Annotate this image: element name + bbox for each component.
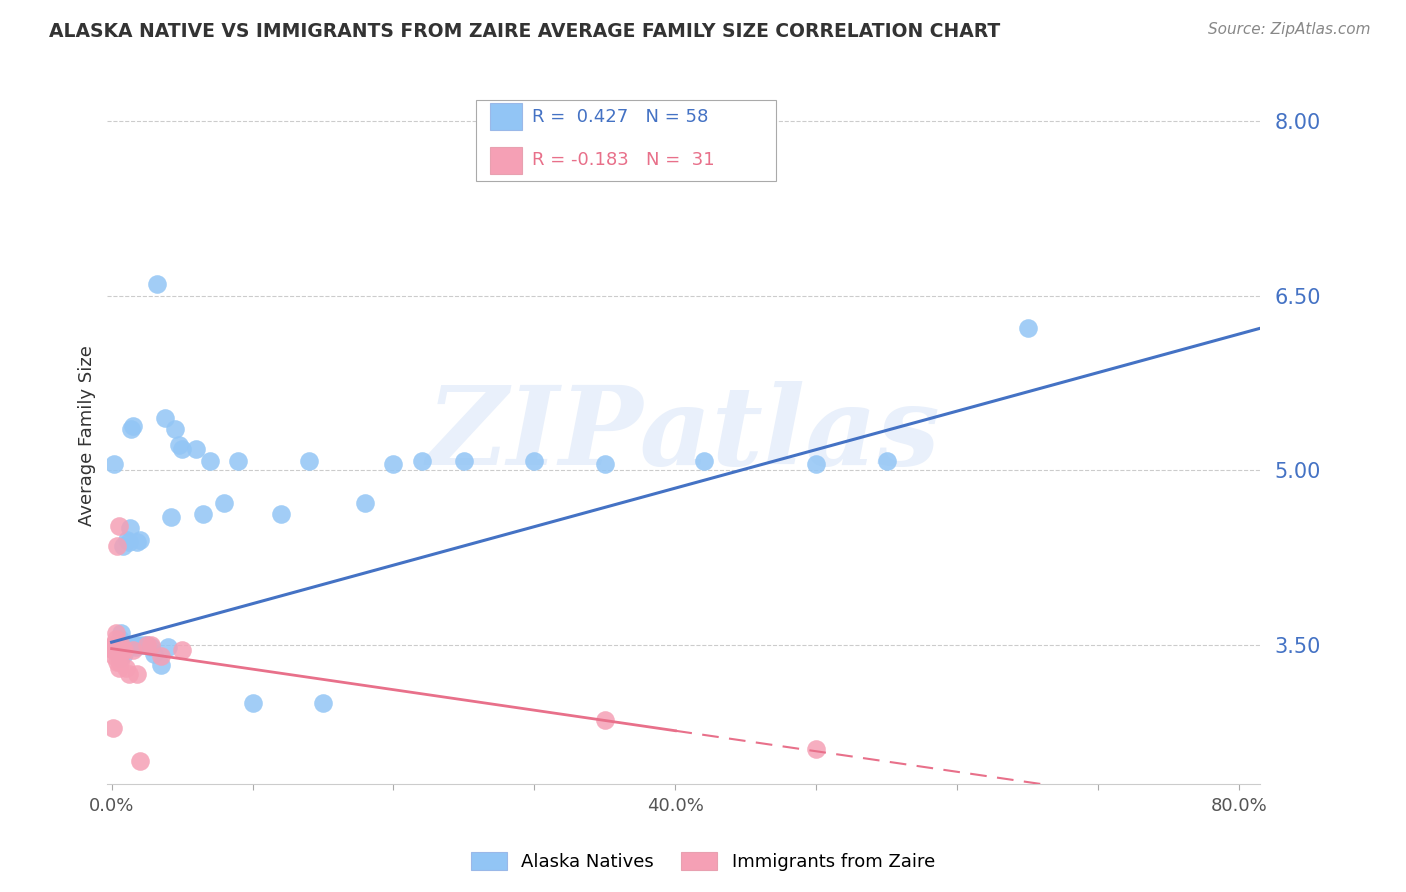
Point [523, 454, 546, 468]
Point [110, 626, 132, 640]
Point [108, 651, 131, 665]
Point [806, 457, 828, 471]
Point [242, 696, 264, 710]
Point [107, 661, 129, 675]
Point [806, 742, 828, 756]
Text: ZIPatlas: ZIPatlas [427, 382, 941, 489]
Point [114, 661, 136, 675]
Legend: Alaska Natives, Immigrants from Zaire: Alaska Natives, Immigrants from Zaire [464, 845, 942, 879]
Point [114, 638, 136, 652]
Point [128, 754, 150, 768]
Point [270, 508, 292, 522]
Point [104, 638, 127, 652]
Point [121, 643, 143, 657]
Point [142, 647, 165, 661]
Point [354, 496, 377, 510]
Point [411, 454, 433, 468]
Text: ALASKA NATIVE VS IMMIGRANTS FROM ZAIRE AVERAGE FAMILY SIZE CORRELATION CHART: ALASKA NATIVE VS IMMIGRANTS FROM ZAIRE A… [49, 22, 1001, 41]
Point [101, 638, 124, 652]
Point [107, 519, 129, 533]
Point [101, 721, 124, 735]
Point [139, 640, 162, 654]
Point [127, 638, 149, 652]
Point [103, 457, 125, 471]
Point [104, 643, 127, 657]
Point [105, 655, 128, 669]
Point [121, 418, 143, 433]
Point [167, 437, 190, 451]
Point [117, 666, 139, 681]
Point [107, 638, 129, 652]
Point [104, 626, 127, 640]
Point [214, 496, 236, 510]
Point [101, 643, 124, 657]
Point [156, 640, 179, 654]
Point [193, 508, 215, 522]
Text: Source: ZipAtlas.com: Source: ZipAtlas.com [1208, 22, 1371, 37]
Point [110, 643, 132, 657]
Point [104, 638, 127, 652]
Point [104, 632, 127, 646]
FancyBboxPatch shape [477, 100, 776, 180]
Point [153, 410, 176, 425]
Point [200, 454, 222, 468]
Point [876, 454, 898, 468]
Text: R =  0.427   N = 58: R = 0.427 N = 58 [531, 108, 709, 126]
Point [110, 638, 132, 652]
Point [149, 658, 172, 673]
Point [122, 638, 145, 652]
Y-axis label: Average Family Size: Average Family Size [79, 345, 96, 525]
Point [117, 535, 139, 549]
Point [312, 696, 335, 710]
Point [135, 638, 157, 652]
Point [593, 713, 616, 727]
Point [1017, 321, 1039, 335]
Point [105, 539, 128, 553]
Point [139, 638, 162, 652]
Point [125, 666, 148, 681]
Point [103, 643, 125, 657]
Point [112, 643, 135, 657]
Point [159, 509, 181, 524]
Point [107, 647, 129, 661]
Point [110, 638, 132, 652]
Point [135, 638, 157, 652]
FancyBboxPatch shape [491, 147, 523, 174]
Point [125, 535, 148, 549]
Point [111, 643, 134, 657]
Text: R = -0.183   N =  31: R = -0.183 N = 31 [531, 152, 714, 169]
Point [103, 649, 125, 664]
Point [114, 640, 136, 654]
Point [105, 643, 128, 657]
Point [115, 533, 138, 547]
Point [112, 647, 135, 661]
Point [172, 442, 194, 457]
Point [108, 655, 131, 669]
Point [149, 649, 172, 664]
Point [131, 638, 153, 652]
Point [163, 422, 186, 436]
Point [124, 640, 146, 654]
Point [103, 638, 125, 652]
Point [145, 277, 167, 291]
FancyBboxPatch shape [491, 103, 523, 130]
Point [453, 454, 475, 468]
Point [186, 442, 208, 457]
Point [128, 533, 150, 547]
Point [103, 643, 125, 657]
Point [228, 454, 250, 468]
Point [172, 643, 194, 657]
Point [120, 422, 142, 436]
Point [108, 632, 131, 646]
Point [115, 638, 138, 652]
Point [692, 454, 714, 468]
Point [112, 638, 135, 652]
Point [593, 457, 616, 471]
Point [118, 521, 141, 535]
Point [111, 638, 134, 652]
Point [298, 454, 321, 468]
Point [382, 457, 405, 471]
Point [111, 539, 134, 553]
Point [105, 643, 128, 657]
